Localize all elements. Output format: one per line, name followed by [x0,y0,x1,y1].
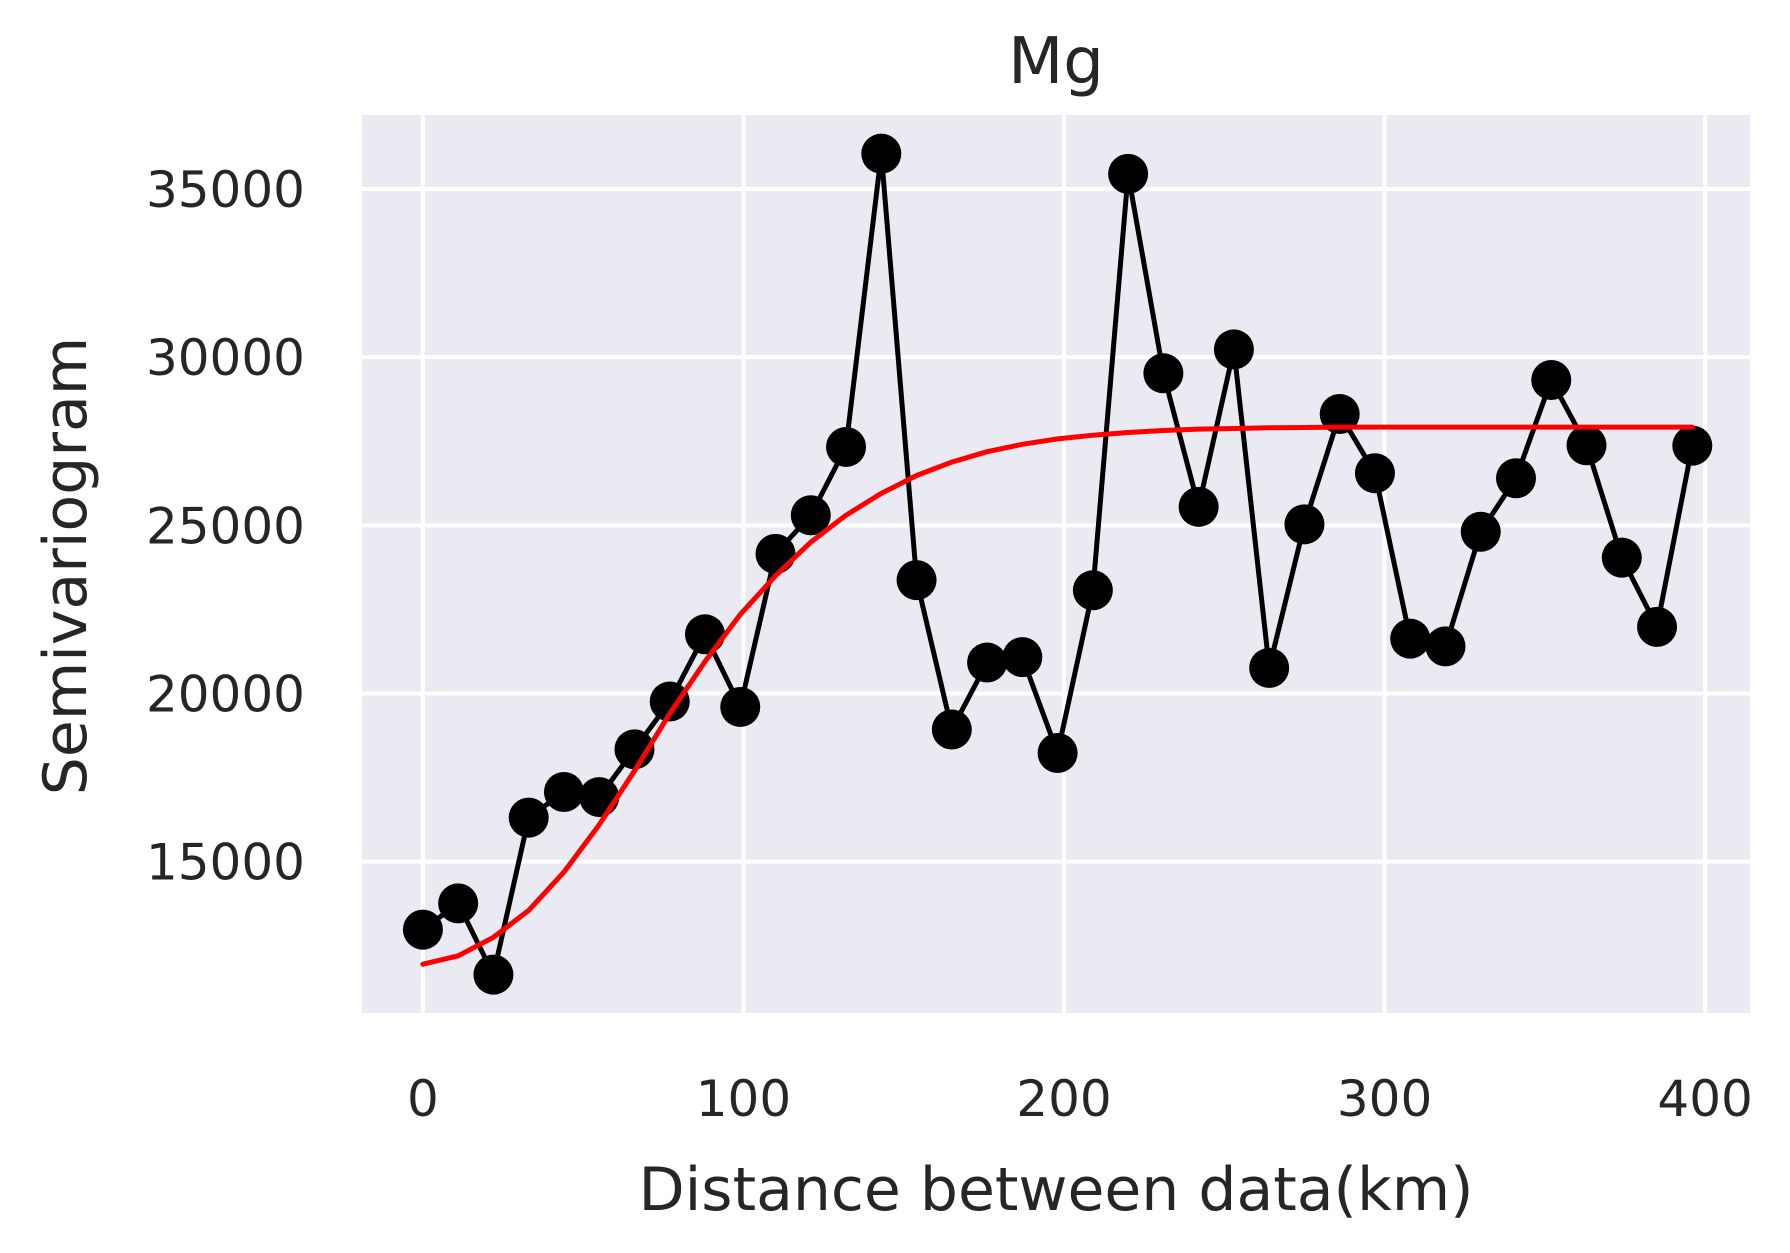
y-tick-label: 30000 [146,329,305,387]
experimental-point [1672,426,1712,466]
x-axis-label: Distance between data(km) [638,1155,1473,1225]
experimental-point [509,798,549,838]
experimental-point [1496,458,1536,498]
experimental-point [1214,329,1254,369]
y-tick-label: 25000 [146,497,305,555]
experimental-point [1567,425,1607,465]
x-tick-label: 0 [407,1070,439,1128]
experimental-point [403,910,443,950]
experimental-point [544,772,584,812]
experimental-point [1038,733,1078,773]
x-tick-label: 200 [1016,1070,1111,1128]
experimental-point [1002,637,1042,677]
y-tick-label: 15000 [146,834,305,892]
experimental-point [1249,648,1289,688]
experimental-point [1073,570,1113,610]
y-tick-label: 20000 [146,665,305,723]
experimental-point [720,687,760,727]
y-tick-label: 35000 [146,161,305,219]
experimental-point [1143,353,1183,393]
experimental-point [1179,487,1219,527]
chart-title: Mg [1008,25,1104,99]
x-tick-label: 300 [1337,1070,1432,1128]
plot-background [362,115,1750,1013]
experimental-point [473,955,513,995]
experimental-point [1390,619,1430,659]
experimental-point [826,427,866,467]
experimental-point [1637,607,1677,647]
experimental-point [1531,360,1571,400]
experimental-point [861,134,901,174]
experimental-point [1602,538,1642,578]
experimental-point [932,709,972,749]
experimental-point [579,777,619,817]
x-tick-label: 100 [696,1070,791,1128]
x-tick-label: 400 [1657,1070,1752,1128]
experimental-point [1355,453,1395,493]
experimental-point [897,560,937,600]
experimental-point [967,643,1007,683]
y-axis-label: Semivariogram [31,337,101,795]
experimental-point [1108,154,1148,194]
experimental-point [1461,512,1501,552]
experimental-point [685,614,725,654]
experimental-point [1284,504,1324,544]
experimental-point [1425,626,1465,666]
experimental-point [438,883,478,923]
experimental-point [756,534,796,574]
